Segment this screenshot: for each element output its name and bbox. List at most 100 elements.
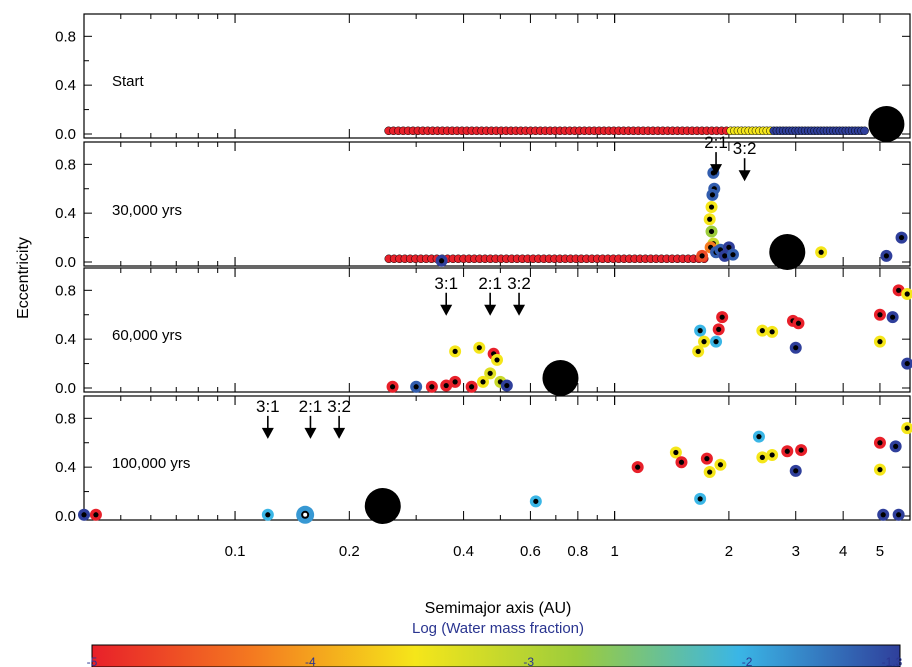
resonance-label: 3:2 xyxy=(507,274,531,293)
resonance-label: 2:1 xyxy=(478,274,502,293)
y-tick-label: 0.0 xyxy=(55,126,76,143)
resonance-arrow-head xyxy=(440,304,453,316)
y-tick-label: 0.4 xyxy=(55,77,76,94)
embryo-core xyxy=(713,339,719,345)
embryo-core xyxy=(896,512,902,518)
x-tick-label: 0.4 xyxy=(453,543,474,560)
x-tick-label: 3 xyxy=(792,543,800,560)
colorbar-tick-label: -1.3 xyxy=(882,655,903,667)
colorbar-tick-label: -4 xyxy=(305,655,316,667)
embryo-core xyxy=(717,462,724,468)
colorbar-tick-label: -5 xyxy=(87,655,98,667)
colorbar-ticks: -5 -4 -3 -2 -1.3 xyxy=(87,655,903,667)
embryo-core xyxy=(452,379,458,385)
colorbar-tick-label: -3 xyxy=(523,655,534,667)
embryo-core xyxy=(438,258,445,264)
embryo-core xyxy=(756,434,762,440)
embryo-core xyxy=(795,320,802,326)
x-tick-label: 4 xyxy=(839,543,847,560)
resonance-arrow-head xyxy=(484,304,497,316)
embryo-core xyxy=(716,326,722,332)
resonance-arrow-head xyxy=(710,164,723,176)
embryo-core xyxy=(704,456,710,462)
x-tick-label: 0.6 xyxy=(520,543,541,560)
y-tick-label: 0.4 xyxy=(55,459,76,476)
embryo-core xyxy=(793,468,799,474)
embryo-core xyxy=(898,234,905,241)
giant-planet xyxy=(868,106,905,142)
embryo-core xyxy=(413,384,419,390)
x-tick-label: 1 xyxy=(610,543,618,560)
embryo-core xyxy=(533,498,539,504)
x-tick-label: 0.2 xyxy=(339,543,360,560)
embryo-core xyxy=(429,384,435,390)
embryo-core xyxy=(877,467,883,473)
embryo-core xyxy=(784,448,790,454)
y-tick-label: 0.8 xyxy=(55,410,76,427)
embryo-core xyxy=(708,204,715,210)
embryo-core xyxy=(793,345,799,351)
resonance-label: 3:1 xyxy=(434,274,458,293)
resonance-label: 2:1 xyxy=(704,133,728,152)
embryo-core xyxy=(673,449,679,456)
embryo-center xyxy=(303,512,308,517)
embryo-core xyxy=(487,370,493,376)
y-tick-label: 0.4 xyxy=(55,205,76,222)
x-tick-label: 5 xyxy=(876,543,884,560)
embryo-core xyxy=(709,192,716,198)
embryo-core xyxy=(443,382,449,389)
embryo-core xyxy=(469,384,475,390)
embryo-core xyxy=(893,443,899,449)
embryo-core xyxy=(818,249,824,255)
colorbar-tick-label: -2 xyxy=(742,655,753,667)
resonance-arrow-head xyxy=(513,304,526,316)
embryo-core xyxy=(726,244,732,250)
panel-1: 0.0 0.4 0.8 Start xyxy=(55,13,911,143)
embryo-core xyxy=(699,253,705,259)
resonance-arrow-head xyxy=(333,427,346,439)
giant-planet xyxy=(769,234,806,270)
embryo-core xyxy=(759,328,765,334)
x-tick-label: 0.8 xyxy=(567,543,588,560)
giant-planet xyxy=(364,488,401,524)
embryo-core xyxy=(883,253,890,259)
embryo-core xyxy=(880,512,886,518)
y-tick-label: 0.8 xyxy=(55,156,76,173)
embryo-core xyxy=(904,360,910,367)
embryo-core xyxy=(730,252,736,258)
embryo-core xyxy=(707,216,713,222)
colorbar-title: Log (Water mass fraction) xyxy=(412,620,584,637)
panel-2: 0.0 0.4 0.8 2:1 3:2 30,000 yrs xyxy=(55,133,911,271)
embryo-core xyxy=(678,459,685,465)
resonance-arrow-head xyxy=(738,170,751,182)
embryo-core xyxy=(896,287,902,293)
embryo-core xyxy=(904,291,910,297)
panel-frame xyxy=(83,267,911,393)
embryo-core xyxy=(722,253,728,259)
panel-label: 100,000 yrs xyxy=(112,455,190,472)
panel-3: 0.0 0.4 0.8 3:1 2:1 3:2 60,000 yrs xyxy=(55,267,912,397)
resonance-label: 3:2 xyxy=(327,397,351,416)
embryo-core xyxy=(890,314,896,320)
x-tick-label: 0.1 xyxy=(225,543,246,560)
embryo-core xyxy=(877,339,883,345)
embryo-core xyxy=(265,512,271,518)
embryo-core xyxy=(798,447,804,453)
resonance-label: 3:1 xyxy=(256,397,280,416)
x-tick-label: 2 xyxy=(725,543,733,560)
embryo-core xyxy=(697,328,703,334)
embryo-core xyxy=(93,512,99,518)
embryo-core xyxy=(877,312,883,318)
belt-body xyxy=(860,126,869,136)
embryo-core xyxy=(635,464,641,470)
embryo-core xyxy=(769,452,775,458)
embryo-core xyxy=(480,379,486,385)
embryo-core xyxy=(476,345,482,351)
embryo-core xyxy=(759,454,765,460)
resonance-label: 2:1 xyxy=(299,397,323,416)
panel-frame xyxy=(83,395,911,521)
embryo-core xyxy=(695,348,701,354)
y-tick-label: 0.4 xyxy=(55,331,76,348)
y-tick-label: 0.0 xyxy=(55,254,76,271)
